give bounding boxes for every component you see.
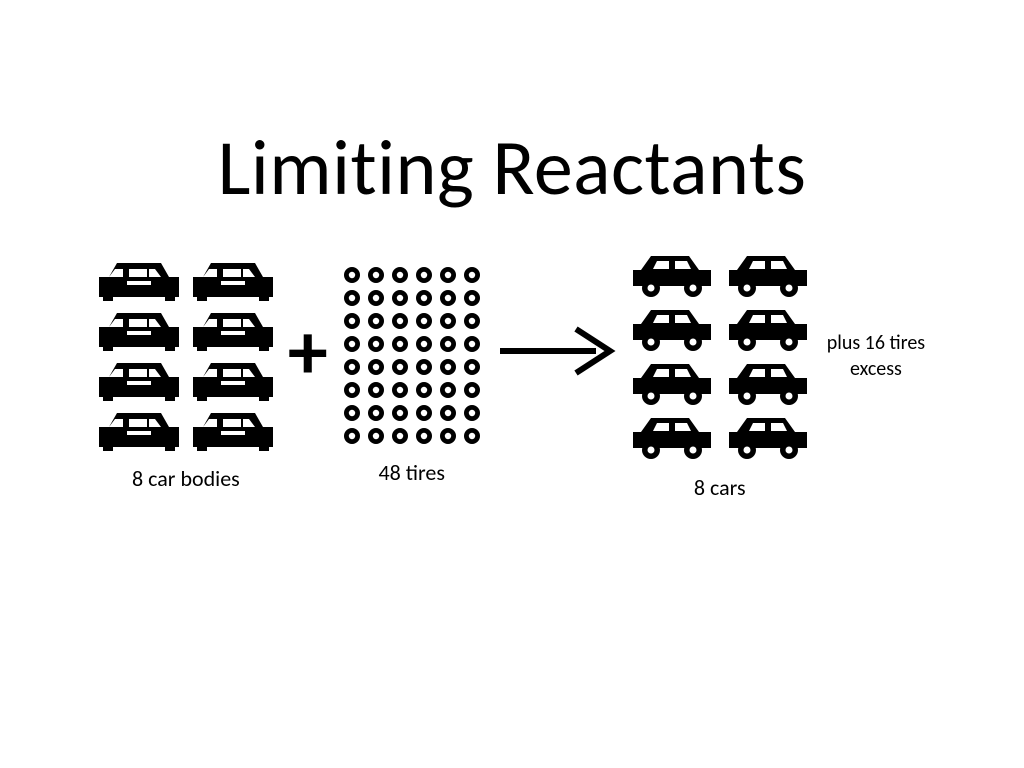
tire-icon [343,358,361,376]
tire-icon [439,381,457,399]
reactant-car-bodies: 8 car bodies [99,259,273,492]
excess-line1: plus 16 tires [827,330,925,356]
tire-icon [343,404,361,422]
tire-icon [367,358,385,376]
tire-icon [367,289,385,307]
tire-icon [391,289,409,307]
tire-icon [367,381,385,399]
tire-icon [463,312,481,330]
slide: Limiting Reactants 8 car bodies + 48 tir… [0,0,1024,768]
car-body-icon [99,409,179,451]
cars-label: 8 cars [694,474,746,501]
tire-icon [463,358,481,376]
tire-icon [367,404,385,422]
arrow-icon [496,321,616,386]
tire-icon [391,358,409,376]
tires-grid [343,266,481,445]
tire-icon [463,427,481,445]
tire-icon [415,427,433,445]
car-icon [631,412,713,460]
plus-symbol: + [288,313,328,393]
car-body-icon [193,409,273,451]
car-bodies-grid [99,259,273,451]
tire-icon [391,404,409,422]
car-body-icon [193,259,273,301]
tire-icon [415,381,433,399]
tire-icon [343,335,361,353]
tire-icon [463,289,481,307]
product-cars: 8 cars [631,250,809,501]
tire-icon [463,266,481,284]
tire-icon [439,404,457,422]
tire-icon [391,381,409,399]
tire-icon [463,381,481,399]
car-icon [727,304,809,352]
tire-icon [367,312,385,330]
page-title: Limiting Reactants [218,120,807,215]
car-icon [727,358,809,406]
cars-grid [631,250,809,460]
excess-line2: excess [827,356,925,382]
tire-icon [343,312,361,330]
tire-icon [367,427,385,445]
tire-icon [367,266,385,284]
car-icon [631,250,713,298]
car-icon [727,412,809,460]
tire-icon [439,266,457,284]
tire-icon [415,358,433,376]
tire-icon [391,312,409,330]
tire-icon [391,335,409,353]
tire-icon [367,335,385,353]
tire-icon [391,427,409,445]
tire-icon [343,381,361,399]
tire-icon [439,427,457,445]
tire-icon [439,312,457,330]
car-bodies-label: 8 car bodies [132,465,240,492]
car-body-icon [193,309,273,351]
tire-icon [415,266,433,284]
car-icon [631,304,713,352]
tire-icon [463,335,481,353]
equation-row: 8 car bodies + 48 tires [0,250,1024,501]
car-body-icon [99,359,179,401]
car-body-icon [99,309,179,351]
car-icon [631,358,713,406]
car-body-icon [193,359,273,401]
tire-icon [343,427,361,445]
tire-icon [415,335,433,353]
car-body-icon [99,259,179,301]
tire-icon [391,266,409,284]
car-icon [727,250,809,298]
tire-icon [415,404,433,422]
tire-icon [439,358,457,376]
tire-icon [415,312,433,330]
excess-note: plus 16 tires excess [827,330,925,382]
tire-icon [463,404,481,422]
tire-icon [343,266,361,284]
tire-icon [439,335,457,353]
reactant-tires: 48 tires [343,266,481,486]
tire-icon [415,289,433,307]
tire-icon [439,289,457,307]
tire-icon [343,289,361,307]
tires-label: 48 tires [379,459,445,486]
